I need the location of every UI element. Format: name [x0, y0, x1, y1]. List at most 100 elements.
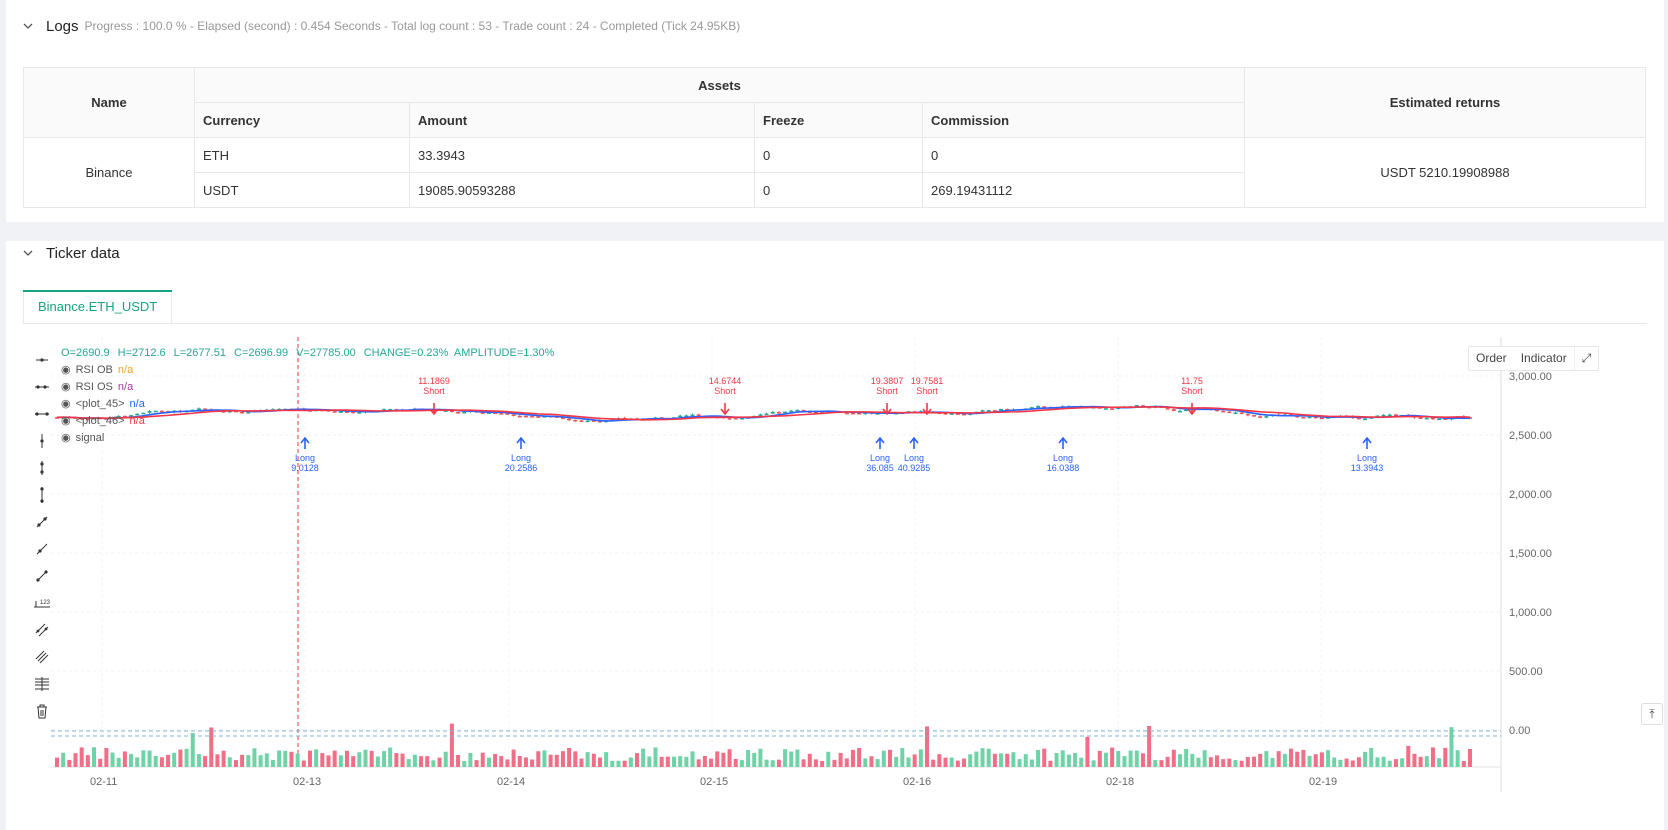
candle-body [776, 412, 781, 414]
legend-item[interactable]: ◉ RSI OB n/a [61, 362, 560, 379]
table-row: USDT 19085.90593288 0 269.19431112 [24, 172, 1646, 208]
volume-bar [1449, 727, 1454, 767]
candle-body [357, 412, 362, 414]
volume-bar [1344, 758, 1349, 767]
volume-bar [881, 750, 886, 767]
volume-bar [1110, 747, 1115, 767]
eye-icon[interactable]: ◉ [61, 398, 71, 410]
eye-icon[interactable]: ◉ [61, 432, 71, 444]
candle-body [943, 413, 948, 415]
volume-bar [406, 759, 411, 767]
volume-bar [431, 760, 436, 767]
candle-body [456, 411, 461, 414]
volume-bar [227, 757, 232, 767]
vertical-segment-icon[interactable] [26, 454, 58, 481]
candle-body [542, 416, 547, 418]
horizontal-ray-icon[interactable] [26, 373, 58, 400]
volume-bar [412, 754, 417, 767]
vertical-ray-icon[interactable] [26, 481, 58, 508]
short-arrow-icon [922, 403, 932, 416]
volume-bar [1005, 753, 1010, 767]
volume-bar [1289, 748, 1294, 767]
volume-bar [1239, 760, 1244, 767]
table-row: Binance ETH 33.3943 0 0 USDT 5210.199089… [23, 137, 1646, 208]
ray-line-icon[interactable] [26, 535, 58, 562]
trend-line-icon[interactable] [26, 508, 58, 535]
legend-label: <plot_45> [75, 398, 125, 410]
vertical-line-icon[interactable] [26, 427, 58, 454]
chevron-down-icon[interactable] [22, 247, 34, 259]
candle-body [1042, 406, 1047, 408]
volume-bar [585, 752, 590, 767]
extended-line-icon[interactable] [26, 400, 58, 427]
volume-bar [616, 760, 621, 767]
volume-bar [233, 760, 238, 767]
eye-icon[interactable]: ◉ [61, 415, 71, 427]
volume-bar [746, 749, 751, 767]
volume-bar [715, 751, 720, 767]
signal-qty-label: 19.7581 [911, 376, 944, 386]
candle-body [770, 411, 775, 414]
volume-bar [320, 753, 325, 767]
eye-icon[interactable]: ◉ [61, 364, 71, 376]
trash-icon[interactable] [26, 697, 58, 724]
volume-bar [560, 751, 565, 767]
volume-bar [906, 757, 911, 767]
fib-channel-icon[interactable] [26, 643, 58, 670]
signal-type-label: Long [1053, 453, 1073, 463]
drawing-toolbar: 123 [26, 346, 58, 724]
legend-item[interactable]: ◉ RSI OS n/a [61, 379, 560, 396]
volume-bar [591, 753, 596, 767]
ticker-header[interactable]: Ticker data [22, 241, 120, 265]
short-arrow-icon [882, 403, 892, 416]
logs-header[interactable]: Logs Progress : 100.0 % - Elapsed (secon… [22, 14, 740, 38]
volume-bar [542, 750, 547, 767]
volume-bar [949, 757, 954, 767]
volume-bar [1400, 758, 1405, 767]
candle-body [382, 409, 387, 411]
scroll-to-latest-icon[interactable]: ⤒ [1641, 703, 1663, 725]
estimated-returns: USDT 5210.19908988 [1244, 137, 1646, 208]
volume-bar [1307, 755, 1312, 767]
eye-icon[interactable]: ◉ [61, 381, 71, 393]
ohlc-change-label: CHANGE=0.23% AMPLITUDE=1.30% [364, 345, 558, 362]
volume-bar [159, 757, 164, 767]
segment-line-icon[interactable] [26, 562, 58, 589]
candle-body [1437, 418, 1442, 421]
volume-bar [1023, 754, 1028, 767]
fib-retracement-icon[interactable] [26, 670, 58, 697]
legend-label: signal [75, 432, 105, 444]
candle-body [1171, 409, 1176, 411]
candle-body [727, 418, 732, 420]
volume-bar [1412, 753, 1417, 767]
parallel-channel-icon[interactable] [26, 616, 58, 643]
price-chart[interactable]: 3,000.00 2,500.00 2,000.00 1,500.00 1,000.00… [51, 337, 1659, 797]
candle-body [1381, 414, 1386, 417]
legend-value: n/a [117, 381, 134, 393]
volume-bar [702, 755, 707, 767]
legend-item[interactable]: ◉ signal [61, 430, 560, 447]
volume-bar [468, 753, 473, 767]
volume-bar [1116, 750, 1121, 767]
order-button[interactable]: Order [1476, 351, 1507, 365]
volume-bar [67, 759, 72, 767]
legend-item[interactable]: ◉ <plot_46> n/a [61, 413, 560, 430]
volume-bar [1042, 748, 1047, 767]
chevron-down-icon[interactable] [22, 20, 34, 32]
fullscreen-icon[interactable]: ⤢ [1573, 347, 1599, 370]
candle-body [962, 413, 967, 416]
candle-body [807, 411, 812, 414]
legend-item[interactable]: ◉ <plot_45> n/a [61, 396, 560, 413]
candle-body [122, 415, 127, 418]
volume-bar [918, 749, 923, 767]
volume-bar [1196, 757, 1201, 767]
horizontal-line-icon[interactable] [26, 346, 58, 373]
price-label-icon[interactable]: 123 [26, 589, 58, 616]
candle-body [499, 413, 504, 415]
tab-binance-eth-usdt[interactable]: Binance.ETH_USDT [23, 290, 173, 323]
volume-bar [277, 750, 282, 767]
indicator-button[interactable]: Indicator [1520, 351, 1567, 365]
volume-bar [900, 748, 905, 767]
